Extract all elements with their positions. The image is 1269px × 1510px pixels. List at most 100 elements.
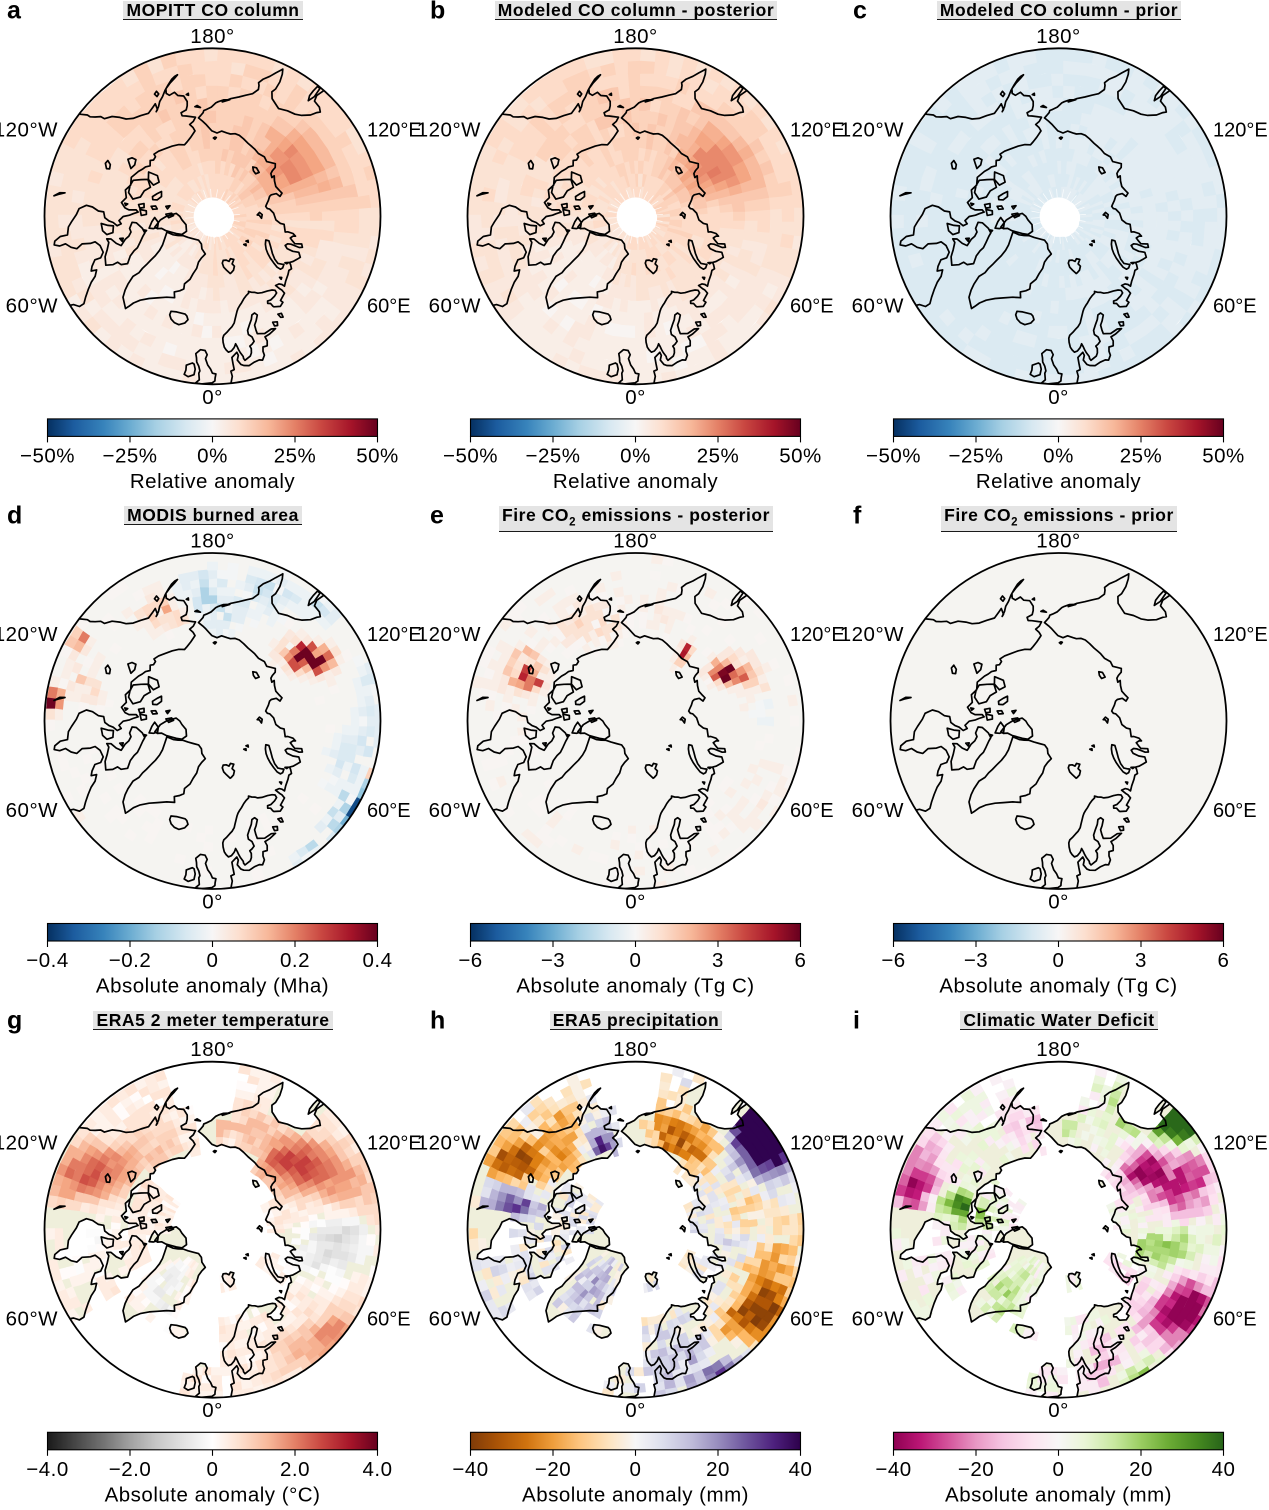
svg-text:60°W: 60°W [852, 294, 905, 317]
svg-text:50%: 50% [356, 444, 399, 467]
svg-text:0%: 0% [1043, 444, 1074, 467]
svg-text:0: 0 [207, 949, 219, 972]
svg-text:60°E: 60°E [1213, 295, 1257, 317]
svg-text:0: 0 [630, 1458, 642, 1481]
svg-text:60°E: 60°E [367, 295, 411, 317]
svg-text:6: 6 [795, 949, 807, 972]
svg-text:Relative anomaly: Relative anomaly [553, 470, 718, 493]
svg-text:Absolute anomaly (mm): Absolute anomaly (mm) [522, 1483, 749, 1506]
svg-text:h: h [430, 1007, 445, 1035]
svg-text:2.0: 2.0 [280, 1458, 310, 1481]
svg-text:60°W: 60°W [852, 1308, 905, 1331]
svg-text:180°: 180° [1036, 1038, 1080, 1061]
svg-text:0.2: 0.2 [280, 949, 310, 972]
svg-text:60°W: 60°W [6, 799, 59, 822]
svg-text:120°W: 120°W [840, 1132, 904, 1155]
svg-text:−40: −40 [452, 1458, 488, 1481]
svg-text:Absolute anomaly (Mha): Absolute anomaly (Mha) [96, 975, 329, 998]
svg-text:0°: 0° [625, 1399, 646, 1422]
svg-text:−2.0: −2.0 [109, 1458, 151, 1481]
svg-text:20: 20 [706, 1458, 730, 1481]
svg-text:180°: 180° [190, 530, 234, 553]
svg-text:180°: 180° [613, 25, 657, 48]
svg-text:180°: 180° [190, 1038, 234, 1061]
svg-text:0%: 0% [197, 444, 228, 467]
svg-text:−40: −40 [875, 1458, 911, 1481]
svg-text:Absolute anomaly (mm): Absolute anomaly (mm) [945, 1483, 1172, 1506]
svg-text:−20: −20 [535, 1458, 571, 1481]
svg-text:120°W: 120°W [0, 118, 58, 141]
svg-text:−0.2: −0.2 [109, 949, 151, 972]
svg-text:120°W: 120°W [417, 118, 481, 141]
svg-text:0.4: 0.4 [363, 949, 393, 972]
svg-text:25%: 25% [1120, 444, 1163, 467]
svg-text:60°E: 60°E [790, 1309, 834, 1331]
svg-text:120°E: 120°E [790, 1133, 845, 1155]
svg-text:60°E: 60°E [790, 800, 834, 822]
svg-text:−20: −20 [958, 1458, 994, 1481]
svg-text:60°E: 60°E [790, 295, 834, 317]
svg-text:0: 0 [630, 949, 642, 972]
svg-text:180°: 180° [190, 25, 234, 48]
svg-text:−0.4: −0.4 [26, 949, 68, 972]
svg-text:0: 0 [1053, 1458, 1065, 1481]
svg-text:120°E: 120°E [790, 624, 845, 646]
svg-text:c: c [853, 0, 867, 24]
svg-text:60°W: 60°W [6, 1308, 59, 1331]
svg-text:60°W: 60°W [429, 1308, 482, 1331]
svg-text:20: 20 [1129, 1458, 1153, 1481]
svg-text:60°W: 60°W [429, 294, 482, 317]
svg-text:b: b [430, 0, 445, 24]
svg-text:50%: 50% [779, 444, 822, 467]
svg-text:−3: −3 [964, 949, 988, 972]
svg-text:Absolute anomaly (Tg C): Absolute anomaly (Tg C) [939, 975, 1177, 998]
svg-text:120°W: 120°W [840, 118, 904, 141]
svg-text:40: 40 [789, 1458, 813, 1481]
svg-text:120°W: 120°W [417, 623, 481, 646]
svg-text:4.0: 4.0 [363, 1458, 393, 1481]
svg-text:0°: 0° [1048, 891, 1069, 914]
svg-text:−4.0: −4.0 [26, 1458, 68, 1481]
svg-text:−25%: −25% [948, 444, 1003, 467]
svg-text:−6: −6 [881, 949, 905, 972]
svg-text:Relative anomaly: Relative anomaly [130, 470, 295, 493]
svg-text:120°W: 120°W [0, 623, 58, 646]
svg-text:25%: 25% [274, 444, 317, 467]
svg-text:180°: 180° [1036, 530, 1080, 553]
svg-text:0°: 0° [202, 1399, 223, 1422]
svg-text:3: 3 [1135, 949, 1147, 972]
svg-text:−50%: −50% [866, 444, 921, 467]
svg-text:−3: −3 [541, 949, 565, 972]
svg-text:0°: 0° [1048, 386, 1069, 409]
svg-text:d: d [7, 502, 22, 530]
svg-text:120°E: 120°E [367, 624, 422, 646]
svg-text:180°: 180° [1036, 25, 1080, 48]
svg-text:120°E: 120°E [367, 119, 422, 141]
svg-text:3: 3 [712, 949, 724, 972]
svg-text:−50%: −50% [20, 444, 75, 467]
svg-text:60°W: 60°W [852, 799, 905, 822]
svg-text:0°: 0° [202, 891, 223, 914]
svg-text:120°E: 120°E [1213, 1133, 1268, 1155]
svg-text:0: 0 [1053, 949, 1065, 972]
svg-text:40: 40 [1212, 1458, 1236, 1481]
svg-text:120°E: 120°E [1213, 624, 1268, 646]
svg-text:0°: 0° [1048, 1399, 1069, 1422]
svg-text:e: e [430, 502, 444, 530]
svg-text:120°E: 120°E [367, 1133, 422, 1155]
svg-text:60°W: 60°W [429, 799, 482, 822]
svg-text:Relative anomaly: Relative anomaly [976, 470, 1141, 493]
svg-text:0°: 0° [625, 386, 646, 409]
svg-text:60°E: 60°E [367, 1309, 411, 1331]
svg-text:a: a [7, 0, 22, 24]
svg-text:50%: 50% [1202, 444, 1245, 467]
svg-text:60°E: 60°E [1213, 1309, 1257, 1331]
svg-text:f: f [853, 502, 862, 530]
svg-text:0°: 0° [625, 891, 646, 914]
svg-text:Absolute anomaly (°C): Absolute anomaly (°C) [105, 1483, 321, 1506]
svg-text:180°: 180° [613, 530, 657, 553]
svg-text:0°: 0° [202, 386, 223, 409]
svg-text:−25%: −25% [525, 444, 580, 467]
svg-text:i: i [853, 1007, 860, 1035]
svg-text:−50%: −50% [443, 444, 498, 467]
